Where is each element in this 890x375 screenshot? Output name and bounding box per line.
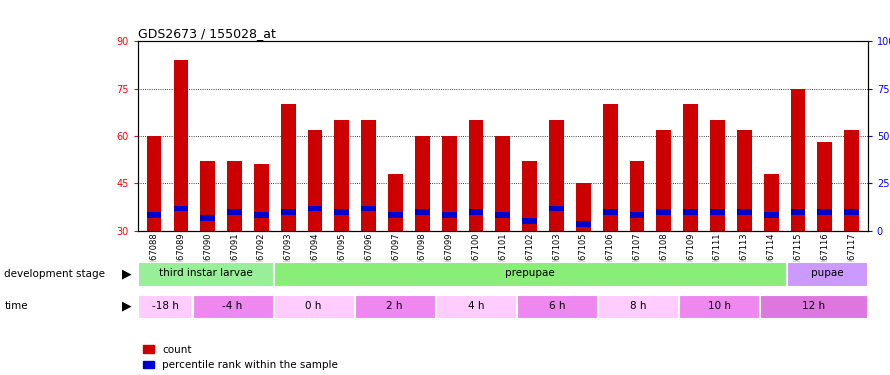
Text: -4 h: -4 h — [222, 301, 243, 311]
Bar — [200, 215, 215, 221]
Bar — [469, 120, 483, 231]
Bar — [522, 161, 537, 231]
Bar — [629, 212, 644, 217]
Legend: count, percentile rank within the sample: count, percentile rank within the sample — [143, 345, 338, 370]
Bar — [174, 206, 189, 212]
Text: ▶: ▶ — [122, 267, 132, 280]
Bar — [629, 161, 644, 231]
Bar — [200, 161, 215, 231]
Bar — [496, 212, 510, 217]
Bar — [817, 142, 832, 231]
Bar — [361, 120, 376, 231]
Bar — [281, 209, 295, 214]
Bar — [308, 206, 322, 212]
Bar — [549, 206, 564, 212]
Bar — [737, 209, 752, 214]
Bar — [335, 120, 349, 231]
Text: -18 h: -18 h — [151, 301, 178, 311]
Bar — [281, 104, 295, 231]
Bar — [227, 209, 242, 214]
Bar — [679, 295, 759, 318]
Bar — [308, 130, 322, 231]
Bar — [764, 212, 779, 217]
Bar — [147, 136, 161, 231]
Text: prepupae: prepupae — [505, 268, 554, 278]
Bar — [436, 295, 516, 318]
Bar — [737, 130, 752, 231]
Text: 0 h: 0 h — [305, 301, 322, 311]
Bar — [273, 295, 353, 318]
Bar — [790, 88, 805, 231]
Bar — [845, 209, 859, 214]
Bar — [576, 183, 591, 231]
Text: 6 h: 6 h — [548, 301, 565, 311]
Bar — [787, 262, 867, 286]
Bar — [227, 161, 242, 231]
Bar — [576, 222, 591, 227]
Bar — [254, 212, 269, 217]
Bar — [549, 120, 564, 231]
Text: 10 h: 10 h — [708, 301, 731, 311]
Bar — [388, 212, 403, 217]
Bar — [598, 295, 678, 318]
Bar — [192, 295, 272, 318]
Bar — [710, 120, 724, 231]
Text: GDS2673 / 155028_at: GDS2673 / 155028_at — [138, 27, 276, 40]
Bar — [273, 262, 786, 286]
Bar — [790, 209, 805, 214]
Bar — [469, 209, 483, 214]
Bar — [174, 60, 189, 231]
Bar — [355, 295, 434, 318]
Bar — [522, 218, 537, 224]
Text: third instar larvae: third instar larvae — [158, 268, 253, 278]
Bar — [139, 295, 191, 318]
Bar — [845, 130, 859, 231]
Bar — [657, 130, 671, 231]
Bar — [764, 174, 779, 231]
Bar — [710, 209, 724, 214]
Bar — [415, 136, 430, 231]
Bar — [603, 209, 618, 214]
Bar — [517, 295, 597, 318]
Bar — [657, 209, 671, 214]
Bar — [817, 209, 832, 214]
Bar — [388, 174, 403, 231]
Text: development stage: development stage — [4, 269, 105, 279]
Bar — [254, 164, 269, 231]
Text: 8 h: 8 h — [630, 301, 646, 311]
Text: pupae: pupae — [811, 268, 844, 278]
Bar — [139, 262, 272, 286]
Bar — [441, 136, 457, 231]
Bar — [361, 206, 376, 212]
Bar — [441, 212, 457, 217]
Text: 12 h: 12 h — [802, 301, 825, 311]
Bar — [603, 104, 618, 231]
Text: 2 h: 2 h — [386, 301, 403, 311]
Bar — [147, 212, 161, 217]
Bar — [335, 209, 349, 214]
Text: time: time — [4, 302, 28, 311]
Text: 4 h: 4 h — [467, 301, 484, 311]
Text: ▶: ▶ — [122, 300, 132, 313]
Bar — [760, 295, 867, 318]
Bar — [496, 136, 510, 231]
Bar — [684, 104, 698, 231]
Bar — [415, 209, 430, 214]
Bar — [684, 209, 698, 214]
